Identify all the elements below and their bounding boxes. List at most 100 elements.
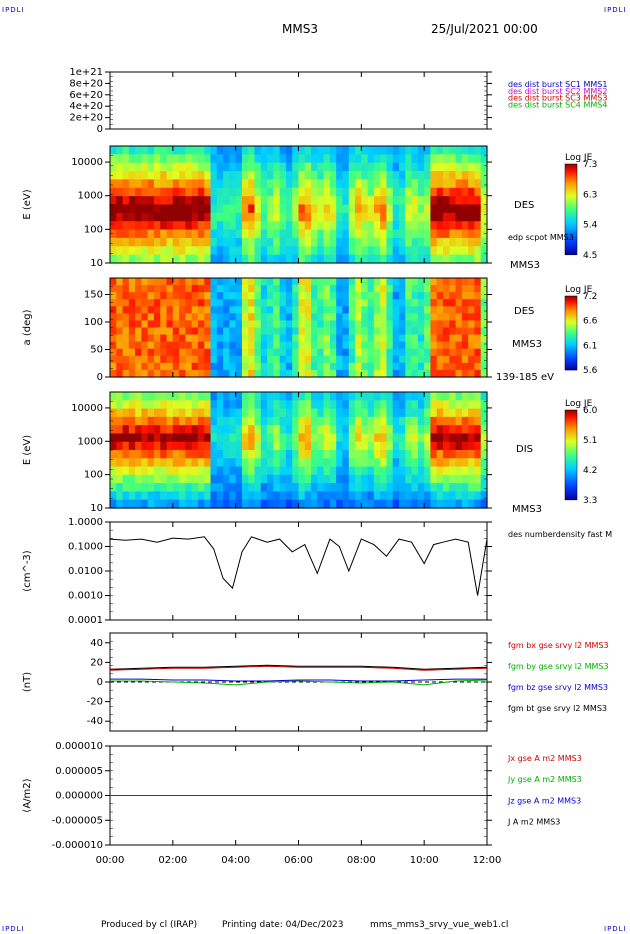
heatmap-cell [342, 474, 350, 484]
heatmap-cell [254, 355, 262, 364]
heatmap-cell [329, 341, 337, 350]
heatmap-cell [317, 466, 325, 476]
heatmap-cell [241, 162, 249, 172]
heatmap-cell [411, 196, 419, 206]
heatmap-cell [204, 204, 212, 214]
heatmap-cell [355, 292, 362, 300]
heatmap-cell [166, 278, 174, 286]
heatmap-cell [110, 458, 117, 468]
heatmap-cell [392, 306, 400, 314]
heatmap-cell [361, 433, 369, 443]
heatmap-cell [241, 285, 249, 293]
heatmap-cell [141, 348, 149, 357]
heatmap-cell [160, 491, 168, 501]
heatmap-cell [223, 299, 230, 307]
heatmap-cell [273, 246, 281, 256]
heatmap-cell [241, 179, 249, 189]
heatmap-cell [373, 278, 381, 286]
heatmap-cell [373, 162, 381, 172]
heatmap-cell [443, 491, 450, 501]
heatmap-cell [317, 441, 325, 451]
heatmap-cell [348, 400, 356, 410]
heatmap-cell [116, 348, 124, 357]
heatmap-cell [424, 433, 432, 443]
y-tick-label: 10 [90, 258, 103, 269]
heatmap-cell [229, 313, 237, 322]
heatmap-cell [417, 299, 425, 307]
heatmap-cell [116, 179, 124, 189]
heatmap-cell [260, 491, 268, 501]
series-line [110, 678, 487, 682]
heatmap-cell [122, 292, 130, 300]
heatmap-cell [336, 392, 344, 401]
heatmap-cell [399, 320, 406, 329]
heatmap-cell [329, 306, 337, 314]
heatmap-cell [355, 355, 362, 364]
y-tick-label: 0 [97, 372, 103, 383]
heatmap-cell [285, 441, 293, 451]
heatmap-cell [461, 474, 469, 484]
heatmap-cell [191, 204, 199, 214]
heatmap-cell [304, 313, 312, 322]
heatmap-cell [185, 466, 193, 476]
heatmap-cell [424, 146, 432, 155]
heatmap-cell [298, 278, 306, 286]
heatmap-cell [292, 369, 300, 378]
heatmap-cell [392, 474, 400, 484]
heatmap-cell [135, 483, 143, 493]
heatmap-cell [386, 483, 394, 493]
heatmap-cell [172, 196, 180, 206]
heatmap-cell [361, 229, 369, 239]
heatmap-cell [336, 246, 344, 256]
heatmap-cell [279, 254, 287, 264]
heatmap-cell [380, 254, 388, 264]
heatmap-cell [443, 285, 450, 293]
heatmap-cell [273, 362, 281, 371]
heatmap-cell [342, 237, 350, 247]
heatmap-cell [223, 306, 230, 314]
heatmap-cell [461, 466, 469, 476]
heatmap-cell [135, 306, 143, 314]
heatmap-cell [417, 355, 425, 364]
heatmap-cell [474, 341, 482, 350]
heatmap-cell [329, 171, 337, 181]
heatmap-cell [424, 237, 432, 247]
heatmap-cell [128, 408, 136, 418]
heatmap-cell [122, 196, 130, 206]
heatmap-cell [235, 229, 243, 239]
heatmap-cell [197, 246, 205, 256]
heatmap-cell [449, 299, 457, 307]
heatmap-cell [480, 499, 488, 509]
heatmap-cell [210, 416, 218, 426]
heatmap-cell [223, 196, 230, 206]
heatmap-cell [298, 196, 306, 206]
heatmap-cell [461, 348, 469, 357]
heatmap-cell [411, 355, 419, 364]
heatmap-cell [210, 204, 218, 214]
heatmap-cell [417, 237, 425, 247]
heatmap-cell [474, 229, 482, 239]
heatmap-cell [229, 204, 237, 214]
heatmap-cell [468, 362, 476, 371]
heatmap-cell [480, 334, 488, 343]
heatmap-cell [355, 162, 362, 172]
heatmap-cell [298, 474, 306, 484]
heatmap-cell [141, 474, 149, 484]
heatmap-cell [449, 362, 457, 371]
heatmap-cell [172, 320, 180, 329]
heatmap-cell [436, 458, 444, 468]
heatmap-cell [386, 458, 394, 468]
heatmap-cell [179, 348, 186, 357]
heatmap-cell [430, 483, 438, 493]
heatmap-cell [311, 292, 318, 300]
heatmap-cell [179, 221, 186, 231]
y-tick-label: 0.000010 [55, 741, 103, 752]
heatmap-cell [273, 466, 281, 476]
heatmap-cell [179, 146, 186, 155]
heatmap-cell [417, 204, 425, 214]
heatmap-cell [166, 341, 174, 350]
heatmap-cell [348, 466, 356, 476]
heatmap-cell [147, 341, 155, 350]
heatmap-cell [417, 334, 425, 343]
heatmap-cell [279, 334, 287, 343]
